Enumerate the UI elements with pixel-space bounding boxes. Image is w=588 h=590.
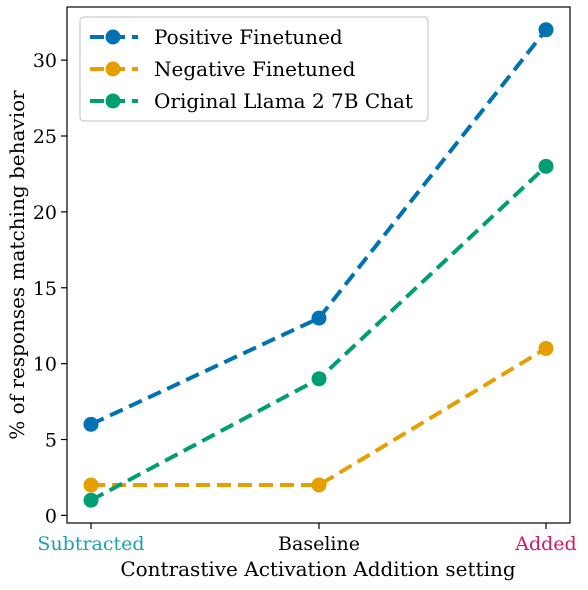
data-point-positive-finetuned [538,22,554,38]
series-lines [83,22,554,508]
y-tick-label: 10 [33,354,57,376]
data-point-positive-finetuned [83,416,99,432]
data-point-original-llama-2-7b-chat [83,492,99,508]
x-tick-label-added: Added [514,533,576,555]
y-tick-label: 5 [45,430,57,452]
y-tick-label: 15 [33,278,57,300]
y-axis: 0 5 10 15 20 25 30 [33,50,67,527]
y-tick-label: 30 [33,50,57,72]
legend-marker-negative-finetuned [105,61,121,77]
x-axis-title: Contrastive Activation Addition setting [120,557,516,581]
data-point-negative-finetuned [311,477,327,493]
legend-label-negative-finetuned: Negative Finetuned [154,57,356,81]
x-axis: Subtracted Baseline Added [37,523,577,555]
legend-label-positive-finetuned: Positive Finetuned [154,25,343,49]
y-tick-label: 0 [45,505,57,527]
data-point-positive-finetuned [311,310,327,326]
data-point-negative-finetuned [538,340,554,356]
legend: Positive Finetuned Negative Finetuned Orig… [79,16,429,122]
data-point-original-llama-2-7b-chat [538,158,554,174]
series-line-negative-finetuned [91,346,548,488]
x-tick-label-subtracted: Subtracted [37,533,144,555]
legend-marker-positive-finetuned [105,29,121,45]
legend-label-original-llama-2-7b-chat: Original Llama 2 7B Chat [154,89,413,113]
y-axis-title: % of responses matching behavior [5,90,29,440]
series-line-positive-finetuned [90,28,548,427]
legend-marker-original-llama-2-7b-chat [105,93,121,109]
data-point-original-llama-2-7b-chat [311,371,327,387]
legend-box [79,16,429,122]
x-tick-label-baseline: Baseline [278,533,360,555]
series-line-original-llama-2-7b-chat [90,164,548,503]
y-tick-label: 20 [33,202,57,224]
data-point-negative-finetuned [83,477,99,493]
y-tick-label: 25 [33,126,57,148]
